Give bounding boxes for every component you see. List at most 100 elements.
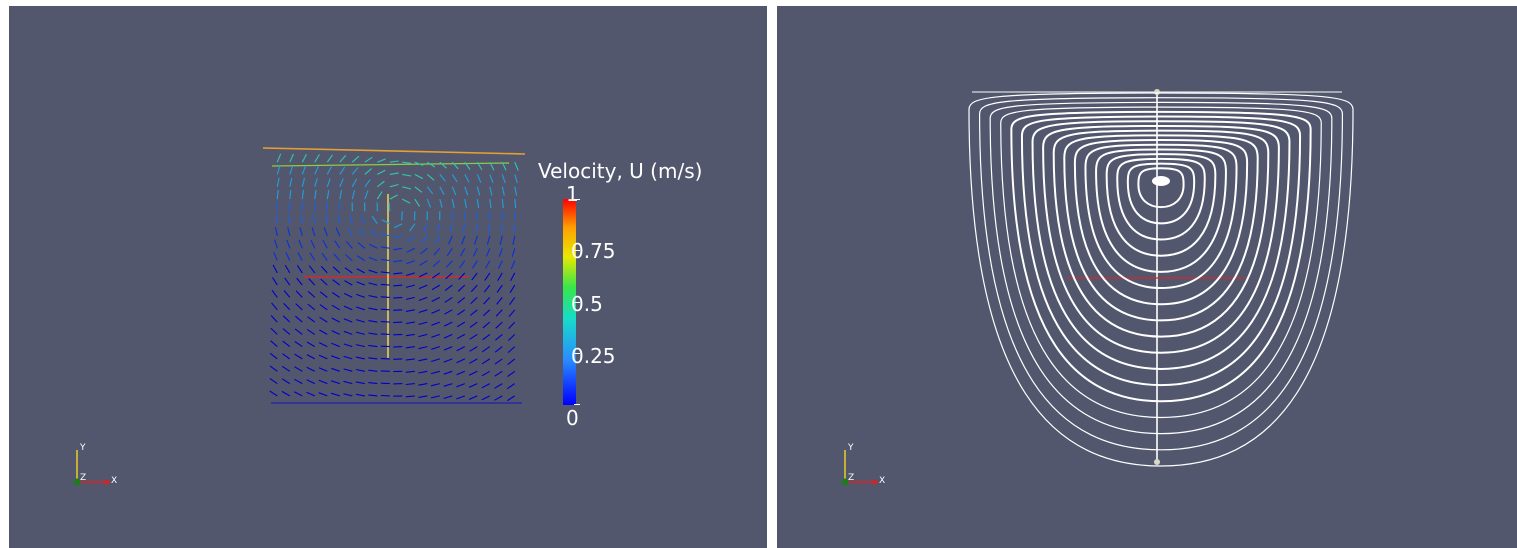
velocity-glyph <box>469 333 478 340</box>
velocity-glyph <box>393 260 403 263</box>
velocity-glyph <box>496 284 503 293</box>
velocity-glyph <box>276 153 282 163</box>
velocity-glyph <box>326 166 332 175</box>
velocity-glyph <box>418 296 428 302</box>
velocity-glyph <box>489 174 494 183</box>
velocity-glyph <box>356 306 365 311</box>
velocity-glyph <box>355 331 365 335</box>
velocity-glyph <box>499 235 503 245</box>
velocity-glyph <box>485 260 491 269</box>
velocity-glyph <box>506 383 516 390</box>
velocity-glyph <box>483 297 491 305</box>
velocity-glyph <box>319 291 328 298</box>
velocity-glyph <box>287 227 291 237</box>
streamline <box>1105 153 1217 257</box>
velocity-glyph-field <box>262 147 526 404</box>
velocity-glyph <box>319 316 328 323</box>
velocity-glyph <box>339 155 347 163</box>
velocity-glyph <box>481 395 491 401</box>
velocity-glyph <box>331 292 341 298</box>
velocity-glyph <box>483 284 491 293</box>
colorbar-label: 0.75 <box>571 239 616 263</box>
render-view-right[interactable]: Y Z X <box>777 6 1517 548</box>
lid-glyph-row <box>262 147 526 155</box>
velocity-glyph <box>355 393 365 397</box>
probe-end-point <box>1154 459 1160 465</box>
velocity-glyph <box>295 290 303 298</box>
velocity-glyph <box>456 321 466 328</box>
velocity-glyph <box>306 341 316 348</box>
velocity-glyph <box>356 255 366 262</box>
velocity-glyph <box>482 333 491 341</box>
velocity-glyph <box>514 186 518 196</box>
velocity-glyph <box>308 265 316 274</box>
streamline <box>968 92 1354 467</box>
velocity-glyph <box>270 315 278 323</box>
colorbar-title: Velocity, U (m/s) <box>538 159 703 183</box>
velocity-glyph <box>443 333 453 339</box>
velocity-glyph <box>418 309 428 314</box>
velocity-glyph <box>431 296 441 302</box>
velocity-glyph <box>364 179 371 188</box>
velocity-glyph <box>430 358 440 363</box>
velocity-glyph <box>489 199 492 209</box>
velocity-glyph <box>430 383 440 387</box>
velocity-glyph <box>368 332 378 335</box>
velocity-glyph <box>430 395 440 399</box>
velocity-glyph <box>345 254 353 262</box>
velocity-glyph <box>331 330 341 335</box>
velocity-glyph <box>486 235 491 245</box>
velocity-glyph <box>355 319 365 323</box>
velocity-glyph <box>269 365 278 372</box>
velocity-glyph <box>288 214 291 224</box>
velocity-glyph <box>318 367 328 372</box>
velocity-glyph <box>368 282 378 286</box>
velocity-glyph <box>418 383 428 386</box>
velocity-glyph <box>307 316 316 323</box>
velocity-glyph <box>432 260 441 267</box>
velocity-glyph <box>318 354 328 360</box>
velocity-glyph <box>439 198 443 208</box>
velocity-glyph <box>368 344 378 348</box>
velocity-glyph <box>481 370 491 377</box>
velocity-glyph <box>509 297 516 306</box>
velocity-glyph <box>351 178 358 188</box>
velocity-glyph <box>418 346 428 350</box>
velocity-glyph <box>439 174 446 182</box>
velocity-glyph <box>464 161 471 170</box>
velocity-glyph <box>443 358 453 363</box>
render-view-left[interactable]: Velocity, U (m/s) 1 0.75 0.5 0.25 0 Y Z … <box>9 6 767 548</box>
velocity-glyph <box>355 368 365 372</box>
velocity-glyph <box>333 253 341 261</box>
colorbar-tick <box>574 353 580 354</box>
velocity-glyph <box>389 194 398 200</box>
axis-label-y: Y <box>848 443 854 453</box>
velocity-glyph <box>405 383 415 386</box>
velocity-glyph <box>356 293 365 298</box>
velocity-glyph <box>339 178 344 188</box>
orientation-axes: Y Z X <box>69 438 129 488</box>
velocity-glyph <box>393 235 403 239</box>
velocity-glyph <box>269 390 278 397</box>
velocity-glyph <box>364 190 369 200</box>
streamline <box>1031 120 1291 370</box>
velocity-glyph <box>307 290 316 298</box>
velocity-glyph <box>319 329 328 335</box>
velocity-glyph <box>326 190 330 200</box>
velocity-glyph <box>312 214 316 224</box>
velocity-glyph <box>402 198 411 204</box>
velocity-glyph <box>314 190 317 200</box>
velocity-glyph <box>283 290 291 298</box>
velocity-glyph <box>459 260 466 269</box>
velocity-glyph <box>294 378 303 385</box>
velocity-glyph <box>414 186 423 193</box>
velocity-glyph <box>487 223 491 233</box>
velocity-glyph <box>289 177 293 187</box>
velocity-glyph <box>380 296 390 298</box>
velocity-glyph <box>471 272 478 281</box>
velocity-glyph <box>464 199 467 208</box>
axis-label-y: Y <box>80 443 86 453</box>
velocity-glyph <box>318 342 328 348</box>
velocity-glyph <box>457 284 466 292</box>
velocity-glyph <box>393 346 403 348</box>
